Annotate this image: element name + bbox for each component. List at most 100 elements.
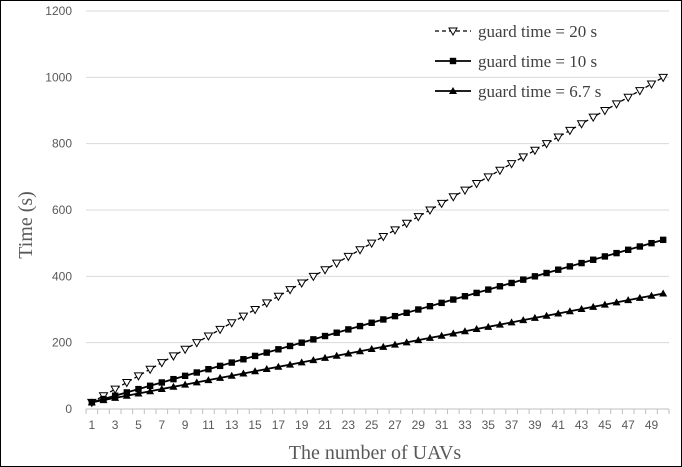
series-line: [91, 292, 664, 404]
data-point: [344, 349, 353, 357]
data-point: [333, 329, 340, 336]
data-point: [530, 313, 539, 321]
grid: [86, 10, 669, 344]
x-tick-label: 27: [388, 418, 402, 432]
data-point: [648, 239, 655, 247]
data-point: [192, 378, 201, 386]
data-point: [297, 358, 306, 366]
data-point: [216, 373, 225, 381]
data-point: [450, 296, 457, 303]
data-point: [390, 340, 399, 348]
data-point: [590, 256, 597, 263]
data-point: [310, 336, 317, 343]
x-tick-label: 43: [575, 418, 589, 432]
data-point: [157, 385, 166, 393]
data-point: [262, 365, 271, 373]
data-point: [345, 326, 352, 333]
data-point: [205, 366, 212, 373]
data-point: [380, 316, 387, 323]
data-point: [250, 306, 260, 315]
data-point: [485, 286, 492, 293]
data-point: [611, 100, 622, 109]
data-point: [519, 316, 528, 324]
data-point: [168, 352, 179, 361]
data-point: [204, 376, 213, 384]
data-point: [274, 362, 283, 370]
legend-label: guard time = 20 s: [478, 22, 597, 41]
y-tick-label: 200: [52, 336, 72, 350]
data-point: [425, 206, 435, 216]
legend-item-2: guard time = 10 s: [435, 52, 597, 71]
data-point: [413, 213, 424, 222]
data-point: [368, 319, 375, 326]
data-point: [541, 140, 552, 149]
data-point: [425, 333, 434, 341]
legend: guard time = 20 s guard time = 10 s guard …: [435, 22, 601, 101]
x-tick-label: 35: [482, 418, 496, 432]
data-point: [285, 286, 295, 295]
data-point: [624, 296, 633, 304]
data-point: [495, 320, 504, 328]
data-point: [332, 351, 341, 359]
data-point: [612, 298, 621, 306]
data-point: [659, 289, 668, 297]
x-tick-label: 49: [645, 418, 659, 432]
data-point: [261, 299, 272, 308]
data-point: [286, 342, 294, 350]
data-point: [273, 292, 284, 302]
legend-marker: [449, 87, 457, 94]
data-point: [415, 306, 422, 313]
data-point: [473, 289, 480, 297]
data-point: [146, 382, 154, 389]
data-point: [553, 133, 564, 143]
data-point: [296, 279, 307, 288]
data-point: [309, 356, 318, 364]
data-point: [134, 389, 143, 397]
data-point: [636, 243, 644, 250]
data-point: [437, 331, 446, 339]
data-point: [158, 379, 165, 386]
data-point: [298, 339, 305, 346]
data-point: [378, 233, 389, 242]
data-point: [286, 360, 295, 368]
legend-item-1: guard time = 20 s: [435, 22, 597, 41]
data-point: [555, 266, 562, 273]
data-point: [321, 353, 330, 361]
x-tick-label: 37: [505, 418, 519, 432]
y-tick-label: 1000: [45, 70, 72, 84]
legend-label: guard time = 10 s: [478, 52, 597, 71]
data-point: [472, 325, 481, 333]
y-tick-label: 600: [52, 203, 72, 217]
data-point: [240, 356, 247, 363]
data-point: [331, 259, 342, 269]
series-2: [88, 236, 667, 406]
data-point: [321, 332, 329, 340]
data-point: [180, 345, 190, 355]
data-point: [601, 253, 609, 260]
y-tick-label: 800: [52, 137, 72, 151]
x-tick-label: 19: [295, 418, 309, 432]
data-point: [227, 371, 236, 379]
data-point: [460, 327, 469, 335]
data-point: [461, 293, 469, 300]
data-point: [121, 378, 132, 388]
data-point: [110, 385, 121, 395]
data-point: [484, 322, 493, 330]
data-point: [191, 339, 202, 348]
legend-item-3: guard time = 6.7 s: [435, 82, 601, 101]
data-point: [496, 283, 504, 290]
data-point: [87, 398, 96, 406]
data-point: [366, 239, 377, 249]
data-point: [320, 266, 330, 275]
x-tick-label: 13: [225, 418, 239, 432]
data-point: [520, 276, 527, 283]
data-point: [508, 279, 515, 287]
data-point: [193, 369, 200, 376]
series-3: [87, 289, 668, 406]
data-point: [263, 349, 270, 356]
series-area: [86, 73, 669, 408]
data-point: [576, 120, 587, 129]
